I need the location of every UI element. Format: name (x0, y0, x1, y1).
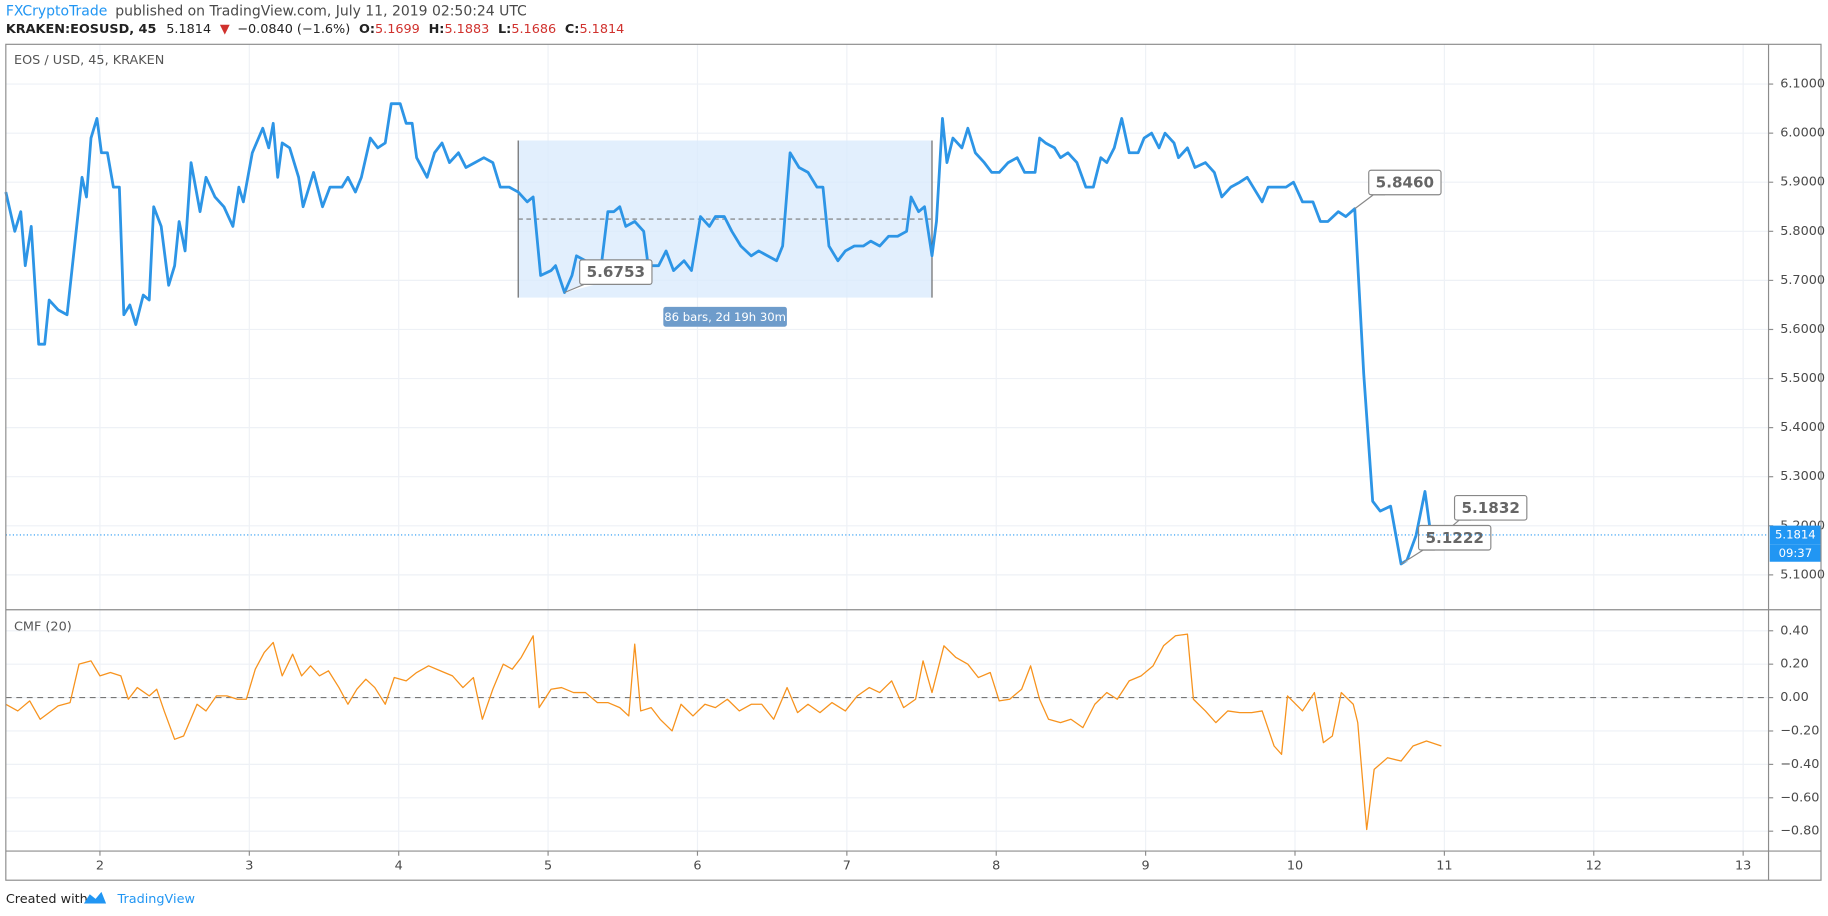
change: −0.0840 (−1.6%) (237, 22, 350, 37)
header-line-2: KRAKEN:EOSUSD, 45 5.1814 ▼ −0.0840 (−1.6… (6, 22, 624, 37)
y-tick-label: 5.1000 (1780, 567, 1825, 582)
price-pane-title: EOS / USD, 45, KRAKEN (14, 53, 164, 68)
draw-layer: 5.10005.20005.30005.40005.50005.60005.70… (4, 77, 1825, 874)
symbol: KRAKEN:EOSUSD, 45 (6, 22, 157, 37)
callout-box (1368, 169, 1442, 196)
last-price: 5.1814 (166, 22, 211, 37)
y-tick-label: 5.5000 (1780, 371, 1825, 386)
y-tick-label: 5.9000 (1780, 175, 1825, 190)
x-tick-label: 10 (1287, 859, 1303, 874)
footer-text: Created with (6, 891, 88, 906)
series-line (4, 102, 1444, 566)
footer: Created with TradingView (6, 891, 195, 906)
y-tick-label: 6.1000 (1780, 77, 1825, 92)
header-line-1: FXCryptoTrade published on TradingView.c… (6, 4, 527, 20)
y-tick-label: −0.80 (1780, 824, 1819, 839)
x-tick-label: 11 (1436, 859, 1452, 874)
y-tick-label: −0.40 (1780, 757, 1819, 772)
countdown-box (1769, 544, 1822, 562)
callout-box (1417, 524, 1492, 551)
y-tick-label: 0.40 (1780, 623, 1809, 638)
y-tick-label: 6.0000 (1780, 126, 1825, 141)
ohlc-value: 5.1699 (375, 22, 420, 37)
ohlc-value: 5.1814 (579, 22, 624, 37)
y-tick-label: 5.4000 (1780, 420, 1825, 435)
cmf-pane-title: CMF (20) (14, 620, 72, 635)
y-tick-label: 5.8000 (1780, 224, 1825, 239)
series-line (5, 633, 1442, 831)
x-tick-label: 8 (992, 859, 1000, 874)
last-price-box (1769, 525, 1822, 545)
x-tick-label: 4 (395, 859, 403, 874)
ohlc-label: H: (429, 22, 445, 37)
footer-logo (83, 891, 107, 904)
x-tick-label: 13 (1735, 859, 1751, 874)
x-tick-label: 9 (1142, 859, 1150, 874)
y-tick-label: −0.60 (1780, 790, 1819, 805)
y-tick-label: 0.00 (1780, 690, 1809, 705)
x-tick-label: 12 (1586, 859, 1602, 874)
published-info: published on TradingView.com, July 11, 2… (115, 4, 527, 20)
y-tick-label: 5.6000 (1780, 322, 1825, 337)
callout-label: 5.8460 (1376, 174, 1434, 192)
x-tick-label: 7 (843, 859, 851, 874)
ohlc-value: 5.1686 (511, 22, 556, 37)
y-tick-label: −0.20 (1780, 723, 1819, 738)
range-label-box (663, 306, 787, 327)
y-tick-label: 5.3000 (1780, 469, 1825, 484)
x-tick-label: 6 (693, 859, 701, 874)
x-tick-label: 5 (544, 859, 552, 874)
callout-label: 5.1832 (1461, 499, 1519, 517)
change-arrow: ▼ (220, 22, 230, 37)
range-label: 86 bars, 2d 19h 30m (664, 310, 786, 324)
y-tick-label: 5.7000 (1780, 273, 1825, 288)
x-tick-label: 3 (245, 859, 253, 874)
callout-box (1453, 494, 1528, 521)
x-tick-label: 2 (96, 859, 104, 874)
ohlc-label: L: (498, 22, 511, 37)
ohlc-label: C: (565, 22, 580, 37)
callout-box (579, 259, 653, 285)
callout-label: 5.1222 (1425, 529, 1483, 547)
callout-label: 5.6753 (587, 263, 645, 281)
ohlc-value: 5.1883 (444, 22, 489, 37)
footer-brand[interactable]: TradingView (117, 891, 195, 906)
last-price-label: 5.1814 (1775, 527, 1816, 541)
ohlc-label: O: (359, 22, 375, 37)
y-tick-label: 0.20 (1780, 657, 1809, 672)
publisher-link[interactable]: FXCryptoTrade (6, 4, 107, 20)
chart-frame (5, 43, 1822, 881)
countdown-label: 09:37 (1779, 546, 1813, 560)
